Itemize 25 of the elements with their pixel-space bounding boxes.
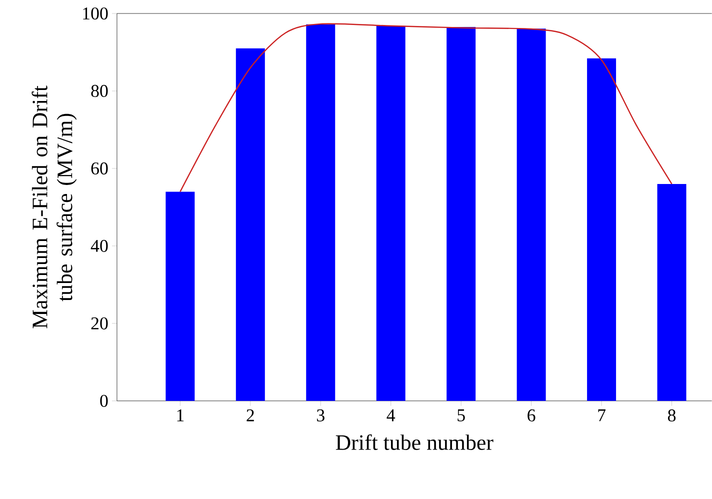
x-axis-title: Drift tube number — [336, 434, 494, 450]
x-tick-label: 4 — [386, 409, 396, 422]
bar — [236, 48, 265, 401]
bar — [657, 184, 686, 401]
x-tick-label: 5 — [458, 409, 465, 422]
x-tick-label: 3 — [317, 409, 324, 422]
y-tick-label: 100 — [83, 8, 108, 20]
y-tick-label: 60 — [91, 162, 108, 175]
bar — [446, 27, 476, 401]
bar — [587, 58, 616, 401]
y-tick-label: 40 — [90, 240, 108, 252]
x-tick-label: 8 — [668, 409, 676, 422]
y-tick-label: 20 — [91, 317, 108, 330]
y-tick-label: 0 — [100, 394, 108, 407]
x-tick-label: 6 — [528, 409, 536, 422]
bar — [516, 28, 546, 401]
bar — [306, 24, 336, 401]
x-tick-label: 2 — [246, 409, 254, 422]
y-tick-label: 80 — [91, 84, 108, 98]
x-tick-label: 1 — [177, 409, 184, 422]
bar — [376, 26, 406, 401]
bar — [166, 192, 195, 401]
x-tick-label: 7 — [598, 409, 606, 422]
line-series — [180, 23, 672, 192]
y-axis-title: Maximum E-Filed on Drift tube surface (MV/m) — [32, 86, 77, 328]
